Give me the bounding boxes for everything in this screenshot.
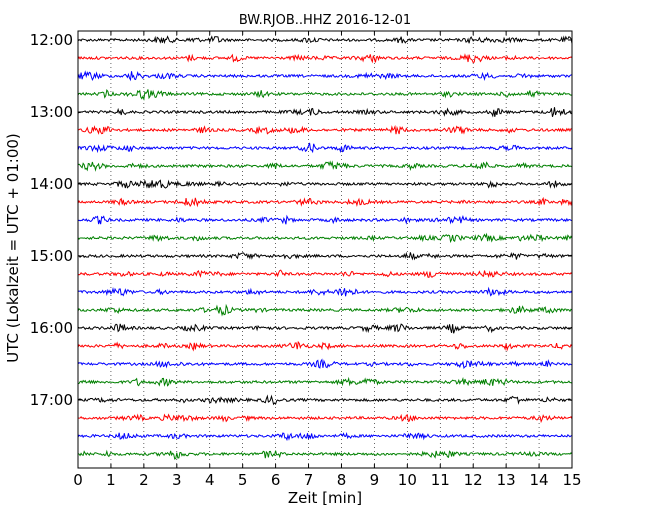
seismic-traces bbox=[77, 35, 573, 460]
trace-1300 bbox=[77, 107, 573, 118]
y-axis-label: UTC (Lokalzeit = UTC + 01:00) bbox=[4, 133, 22, 363]
x-tick-label-15: 15 bbox=[562, 471, 581, 489]
y-axis-ticks: 12:00 13:00 14:00 15:00 16:00 17:00 bbox=[30, 31, 572, 409]
trace-1230 bbox=[77, 70, 573, 82]
x-tick-label-13: 13 bbox=[497, 471, 516, 489]
x-tick-label-1: 1 bbox=[106, 471, 116, 489]
x-tick-label-7: 7 bbox=[304, 471, 314, 489]
trace-1200 bbox=[77, 35, 573, 45]
x-tick-label-10: 10 bbox=[398, 471, 417, 489]
x-tick-label-11: 11 bbox=[431, 471, 450, 489]
trace-1515 bbox=[77, 269, 573, 279]
trace-1415 bbox=[77, 196, 573, 208]
trace-1615 bbox=[77, 340, 573, 352]
trace-1330 bbox=[77, 142, 573, 154]
trace-1500 bbox=[77, 251, 573, 261]
x-tick-label-12: 12 bbox=[464, 471, 483, 489]
trace-1745 bbox=[77, 449, 573, 460]
y-tick-label-1400: 14:00 bbox=[30, 175, 73, 193]
trace-1245 bbox=[77, 89, 573, 101]
trace-1700 bbox=[77, 394, 573, 406]
x-tick-label-2: 2 bbox=[139, 471, 149, 489]
x-tick-label-4: 4 bbox=[205, 471, 215, 489]
x-tick-label-5: 5 bbox=[238, 471, 248, 489]
y-tick-label-1200: 12:00 bbox=[30, 31, 73, 49]
chart-title: BW.RJOB..HHZ 2016-12-01 bbox=[239, 13, 411, 28]
trace-1215 bbox=[77, 53, 573, 64]
x-axis-label: Zeit [min] bbox=[288, 489, 362, 507]
x-tick-label-0: 0 bbox=[73, 471, 83, 489]
trace-1345 bbox=[77, 160, 573, 172]
vertical-grid bbox=[110, 31, 540, 468]
plot-frame bbox=[77, 30, 573, 469]
trace-1530 bbox=[77, 286, 573, 297]
trace-1315 bbox=[77, 124, 573, 135]
x-tick-label-3: 3 bbox=[172, 471, 182, 489]
trace-1630 bbox=[77, 358, 573, 369]
trace-1645 bbox=[77, 376, 573, 387]
x-tick-label-8: 8 bbox=[337, 471, 347, 489]
y-tick-label-1700: 17:00 bbox=[30, 391, 73, 409]
x-tick-label-9: 9 bbox=[370, 471, 380, 489]
y-tick-label-1600: 16:00 bbox=[30, 319, 73, 337]
trace-1730 bbox=[77, 431, 573, 442]
x-axis-ticks: 0 1 2 3 4 5 6 7 8 9 10 11 12 13 14 15 bbox=[73, 31, 582, 489]
trace-1445 bbox=[77, 232, 573, 244]
trace-1400 bbox=[77, 179, 573, 189]
trace-1600 bbox=[77, 323, 573, 334]
trace-1430 bbox=[77, 214, 573, 225]
y-tick-label-1300: 13:00 bbox=[30, 103, 73, 121]
trace-1545 bbox=[77, 303, 573, 317]
x-tick-label-6: 6 bbox=[271, 471, 281, 489]
y-tick-label-1500: 15:00 bbox=[30, 247, 73, 265]
trace-1715 bbox=[77, 413, 573, 424]
x-tick-label-14: 14 bbox=[530, 471, 549, 489]
